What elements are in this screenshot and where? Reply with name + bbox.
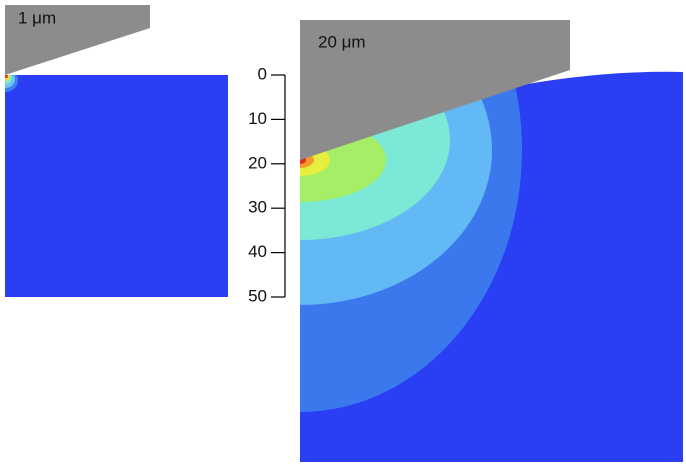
left-panel: 1 μm	[5, 5, 228, 297]
tick-label: 50	[248, 286, 267, 305]
tick-label: 30	[248, 198, 267, 217]
depth-axis: 0 10 20 30 40 50	[248, 64, 286, 305]
substrate	[5, 75, 228, 297]
indenter	[300, 20, 570, 160]
tick-label: 0	[258, 64, 267, 83]
indenter	[5, 5, 150, 75]
tick-label: 10	[248, 109, 267, 128]
tick-label: 20	[248, 153, 267, 172]
right-panel: 20 μm	[300, 20, 683, 463]
scale-label: 1 μm	[18, 8, 56, 27]
scale-label: 20 μm	[318, 32, 366, 51]
tick-label: 40	[248, 242, 267, 261]
stress-contours	[5, 75, 18, 92]
